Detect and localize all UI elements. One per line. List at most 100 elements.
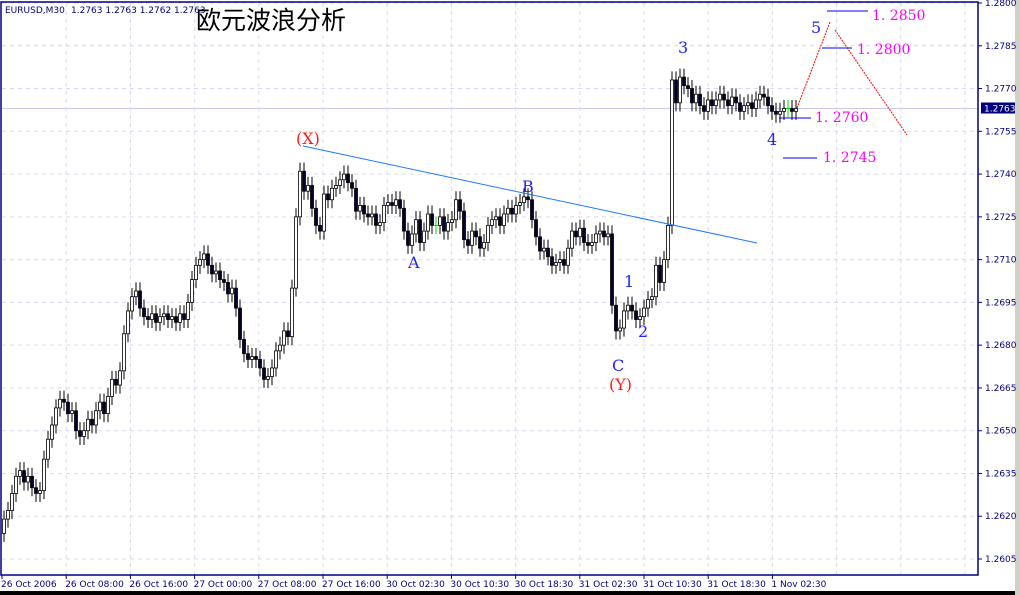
candle-body-bear [538, 236, 542, 252]
candle-body-bull [134, 290, 138, 298]
bottom-bar [0, 591, 1015, 595]
candle [586, 233, 590, 254]
candle-body-bear [302, 170, 306, 192]
candle [106, 387, 110, 423]
candle [334, 176, 338, 197]
candle [122, 325, 126, 380]
candle-body-bear [534, 219, 538, 238]
candle [282, 322, 286, 354]
candle [254, 348, 258, 368]
candle [454, 191, 458, 229]
candle-body-bear [498, 216, 502, 226]
candle [582, 219, 586, 252]
time-axis[interactable]: 26 Oct 2006 26 Oct 08:00 26 Oct 16:00 27 Oc… [1, 575, 827, 590]
candle-body-bear [30, 475, 34, 489]
candle [506, 199, 510, 223]
candle-body-bear [530, 199, 534, 221]
candle-body-bull [490, 219, 494, 226]
candle-body-bear [66, 401, 70, 414]
candle-body-bull [50, 424, 54, 440]
candle [186, 293, 190, 329]
candle [646, 290, 650, 317]
projection-up-line[interactable] [796, 21, 831, 109]
candle [766, 88, 770, 115]
candle [390, 194, 394, 214]
candle-body-bear [766, 96, 770, 107]
candle-body-bull [198, 259, 202, 266]
candle [602, 222, 606, 246]
candle-body-bear [686, 85, 690, 89]
candle [782, 99, 786, 120]
candle [2, 510, 6, 542]
x-tick-label: 31 Oct 02:30 [579, 580, 638, 590]
candle [482, 233, 486, 257]
candle [358, 196, 362, 220]
wave-label-a: A [407, 253, 420, 272]
candle-body-bull [606, 233, 610, 238]
candle-body-bear [314, 207, 318, 226]
candle [30, 467, 34, 497]
candle [166, 305, 170, 329]
candle-body-bull [410, 233, 414, 246]
candle-body-bull [622, 310, 626, 329]
candle [306, 176, 310, 200]
candle-body-bull [482, 242, 486, 249]
candle-body-bear [602, 230, 606, 238]
candle-body-bull [754, 99, 758, 109]
candle-body-bear [430, 213, 434, 226]
candle-body-bull [594, 233, 598, 243]
candle [538, 228, 542, 260]
candle-body-bull [278, 344, 282, 352]
candle [502, 205, 506, 234]
candle [238, 299, 242, 349]
x-tick-label: 30 Oct 10:30 [450, 580, 509, 590]
candle-body-bull [178, 313, 182, 323]
candle-body-bear [238, 307, 242, 340]
candle [726, 91, 730, 115]
candle-body-bear [362, 205, 366, 215]
candle-body-bear [790, 108, 794, 112]
trendline[interactable] [302, 145, 758, 244]
candle [314, 199, 318, 234]
candle [462, 202, 466, 249]
candle [422, 222, 426, 252]
candle [278, 336, 282, 360]
candle [666, 216, 670, 269]
candle [138, 282, 142, 317]
candle-body-bull [186, 301, 190, 320]
candle-body-bear [354, 187, 358, 212]
candle [630, 296, 634, 320]
candle [94, 402, 98, 434]
candle [554, 253, 558, 274]
candle [290, 279, 294, 346]
grid [2, 2, 978, 575]
candle-body-bull [730, 96, 734, 107]
candle [414, 211, 418, 243]
candle [570, 222, 574, 257]
candle-body-bull [10, 493, 14, 511]
candle-body-bear [218, 270, 222, 280]
candle-body-bear [246, 353, 250, 360]
candle [718, 85, 722, 109]
candle-body-bull [598, 230, 602, 235]
candle [710, 91, 714, 115]
candle-body-bear [90, 418, 94, 426]
candle-body-bear [614, 304, 618, 332]
candle-body-bear [698, 93, 702, 107]
candle-body-bull [282, 330, 286, 346]
candle-body-bull [570, 230, 574, 249]
candle [18, 462, 22, 485]
price-axis[interactable]: 1.2800 1.2785 1.2770 1.2755 1.2740 1.2725 1.27… [978, 0, 1017, 565]
candle-body-bull [554, 262, 558, 266]
candle [598, 222, 602, 243]
candle-body-bull [566, 247, 570, 266]
candle [266, 367, 270, 388]
candle-body-bear [510, 207, 514, 215]
level-label-3: 1. 2760 [815, 110, 868, 126]
candle-body-bear [750, 102, 754, 109]
candle [26, 467, 30, 491]
x-tick-label: 26 Oct 2006 [1, 580, 57, 590]
wave-label-b: B [522, 177, 534, 196]
candle [642, 299, 646, 326]
